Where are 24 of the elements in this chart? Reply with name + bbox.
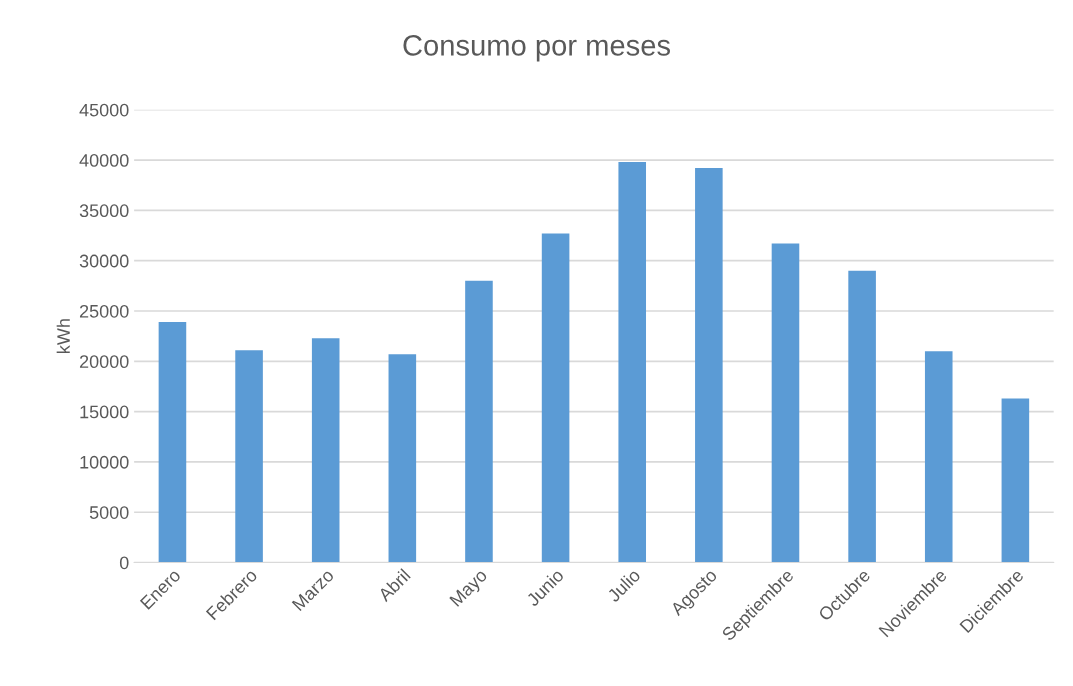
y-tick-label: 45000 <box>79 103 129 117</box>
bar <box>848 270 876 563</box>
y-tick-label: 30000 <box>79 254 129 268</box>
bar <box>771 243 800 563</box>
bar <box>465 280 493 563</box>
y-tick-label: 20000 <box>79 355 129 369</box>
y-tick-label: 10000 <box>80 455 129 469</box>
bar <box>311 338 340 563</box>
bar <box>541 233 570 563</box>
bar <box>1001 398 1030 563</box>
bar <box>388 354 417 563</box>
y-tick-label: 0 <box>119 556 129 570</box>
y-tick-label: 15000 <box>80 405 129 419</box>
bar <box>618 162 647 563</box>
y-tick-label: 40000 <box>79 154 129 167</box>
chart-title: Consumo por meses <box>403 35 670 62</box>
bar <box>158 322 187 563</box>
y-tick-label: 5000 <box>89 506 129 519</box>
bar <box>695 168 723 563</box>
bar <box>924 351 953 563</box>
y-tick-label: 25000 <box>79 304 129 318</box>
y-axis-title: kWh <box>56 319 70 353</box>
bar <box>235 350 263 563</box>
y-tick-label: 35000 <box>79 204 129 218</box>
